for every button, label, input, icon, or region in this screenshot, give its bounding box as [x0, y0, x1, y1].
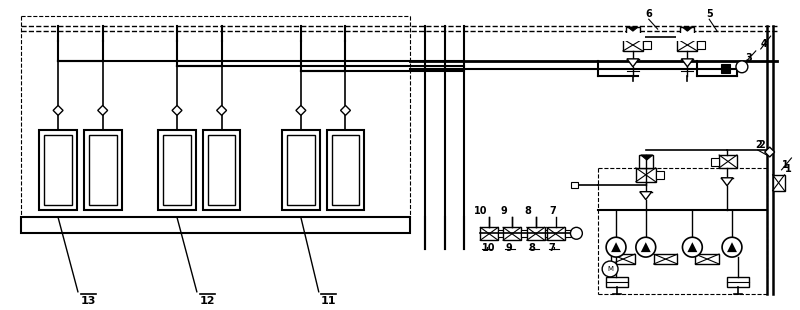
Bar: [39, 130, 77, 210]
Bar: [636, 168, 656, 182]
Text: 10: 10: [482, 243, 496, 253]
Bar: [719, 155, 737, 168]
Bar: [654, 254, 678, 264]
Polygon shape: [628, 27, 638, 31]
Polygon shape: [640, 192, 652, 200]
Polygon shape: [172, 105, 182, 115]
Bar: [675, 33, 699, 41]
Circle shape: [606, 237, 626, 257]
Bar: [721, 64, 730, 73]
Bar: [681, 27, 694, 39]
Polygon shape: [682, 59, 694, 67]
Polygon shape: [682, 27, 692, 31]
Text: M: M: [607, 266, 613, 272]
Circle shape: [636, 237, 656, 257]
Polygon shape: [98, 105, 108, 115]
Polygon shape: [53, 105, 63, 115]
Polygon shape: [721, 178, 733, 186]
Text: 11: 11: [321, 296, 336, 306]
Text: 2: 2: [754, 140, 762, 150]
Polygon shape: [627, 59, 639, 67]
Bar: [480, 227, 498, 240]
Text: 9: 9: [501, 206, 507, 216]
Text: 9: 9: [505, 243, 512, 253]
Text: 8: 8: [529, 243, 536, 253]
Polygon shape: [296, 105, 306, 115]
Bar: [158, 130, 196, 210]
Text: 4: 4: [761, 39, 767, 49]
Bar: [44, 135, 72, 205]
Text: 7: 7: [549, 243, 555, 253]
Bar: [202, 130, 241, 210]
Circle shape: [722, 237, 742, 257]
Bar: [89, 135, 117, 205]
Text: 8: 8: [525, 206, 531, 216]
Text: 7: 7: [550, 206, 556, 216]
Polygon shape: [341, 105, 350, 115]
Bar: [22, 217, 410, 233]
Polygon shape: [641, 155, 653, 160]
Bar: [711, 158, 719, 166]
Bar: [565, 230, 571, 237]
Text: 13: 13: [81, 296, 96, 306]
Bar: [623, 39, 643, 51]
Bar: [503, 227, 521, 240]
Bar: [527, 227, 545, 240]
Bar: [546, 227, 565, 240]
Bar: [332, 135, 359, 205]
Bar: [163, 135, 191, 205]
Bar: [326, 130, 364, 210]
Polygon shape: [765, 147, 774, 157]
Text: 6: 6: [646, 9, 653, 19]
Polygon shape: [687, 242, 698, 252]
Bar: [498, 230, 505, 237]
Bar: [639, 155, 653, 168]
Text: 1: 1: [782, 160, 788, 170]
Bar: [208, 135, 235, 205]
Bar: [84, 130, 122, 210]
Polygon shape: [641, 242, 650, 252]
Text: 2: 2: [758, 140, 765, 150]
Bar: [643, 41, 650, 49]
Bar: [678, 39, 698, 51]
Bar: [571, 182, 578, 188]
Text: 12: 12: [200, 296, 215, 306]
Circle shape: [682, 237, 702, 257]
Polygon shape: [217, 105, 226, 115]
Bar: [621, 33, 645, 41]
Bar: [727, 277, 749, 287]
Bar: [287, 135, 314, 205]
Bar: [773, 175, 785, 191]
Bar: [521, 230, 528, 237]
Circle shape: [570, 227, 582, 239]
Text: 10: 10: [474, 206, 487, 216]
Bar: [282, 130, 320, 210]
Polygon shape: [727, 242, 737, 252]
Circle shape: [736, 61, 748, 73]
Text: 3: 3: [746, 53, 753, 63]
Text: 1: 1: [785, 164, 791, 174]
Bar: [698, 41, 706, 49]
Bar: [545, 230, 552, 237]
Bar: [606, 277, 628, 287]
Bar: [695, 254, 719, 264]
Bar: [656, 171, 664, 179]
Text: 5: 5: [706, 9, 713, 19]
Circle shape: [602, 261, 618, 277]
Bar: [626, 27, 640, 39]
Bar: [611, 254, 635, 264]
Polygon shape: [611, 242, 621, 252]
